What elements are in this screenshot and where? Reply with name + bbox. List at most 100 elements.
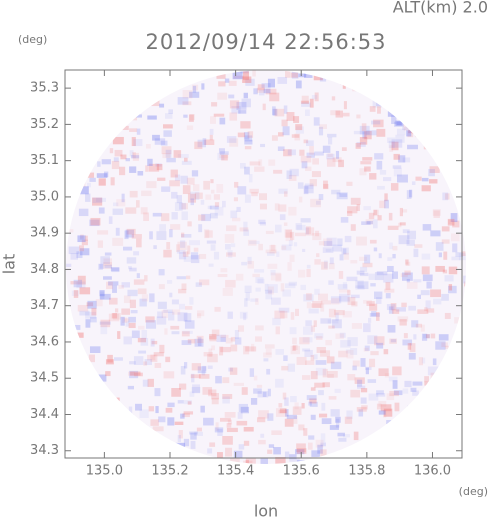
echo-cell [228,94,235,99]
echo-cell [318,126,324,136]
echo-cell [259,203,267,210]
echo-cell [378,368,389,377]
echo-cell [148,406,155,412]
echo-cell [320,433,326,443]
echo-cell [128,266,132,270]
echo-cell [305,109,310,116]
echo-cell [339,254,344,261]
echo-cell [105,359,114,365]
echo-cell [89,106,98,112]
echo-cell [430,289,442,298]
echo-cell [229,100,240,109]
echo-cell [293,116,300,123]
echo-cell [245,78,255,86]
echo-cell [367,335,378,345]
echo-cell [131,330,140,339]
echo-cell [110,267,120,272]
echo-cell [285,232,293,242]
echo-cell [150,354,158,363]
echo-cell [314,92,319,102]
echo-cell [156,164,163,171]
echo-cell [107,354,113,363]
echo-cell [384,193,388,202]
echo-cell [256,417,266,423]
echo-cell [99,291,105,300]
echo-cell [104,264,112,269]
echo-cell [238,325,245,332]
echo-cell [83,71,90,75]
echo-cell [441,447,446,451]
echo-cell [181,211,188,221]
echo-cell [207,205,212,210]
echo-cell [414,71,424,79]
y-tick-label: 34.6 [30,334,59,349]
echo-cell [79,287,91,295]
echo-cell [338,295,350,303]
echo-cell [413,90,424,95]
echo-cell [210,116,216,124]
echo-cell [77,120,83,125]
echo-cell [245,457,256,464]
echo-cell [79,245,84,252]
echo-cell [238,403,249,413]
echo-cell [399,207,403,217]
echo-cell [278,132,284,137]
echo-cell [413,434,422,443]
echo-cell [149,231,153,240]
echo-cell [239,311,248,319]
echo-cell [156,81,166,85]
echo-cell [388,306,394,314]
echo-cell [184,306,193,310]
echo-cell [120,116,126,124]
x-unit: (deg) [459,485,488,498]
echo-cell [90,217,101,226]
echo-cell [112,136,124,145]
y-tick-label: 34.5 [30,371,59,386]
echo-cell [337,432,345,437]
echo-cell [172,309,181,315]
echo-cell [232,70,243,80]
echo-cell [66,263,72,267]
echo-cell [393,153,400,160]
echo-cell [112,285,117,293]
echo-cell [366,220,373,225]
y-axis-label: lat [0,254,19,275]
echo-cell [139,409,149,419]
echo-cell [464,283,466,287]
echo-cell [279,214,286,221]
echo-cell [329,425,339,430]
echo-cell [186,125,194,130]
echo-cell [284,229,293,238]
echo-cell [363,206,371,211]
echo-cell [143,212,149,222]
echo-cell [340,340,351,348]
echo-cell [170,325,180,330]
echo-cell [127,385,135,390]
echo-cell [309,398,317,404]
echo-cell [318,390,324,396]
echo-cell [454,369,459,377]
echo-cell [76,71,80,76]
echo-cell [206,240,217,244]
echo-cell [423,431,429,440]
echo-cell [283,355,288,361]
echo-cell [393,390,403,396]
echo-cell [322,368,328,378]
echo-cell [211,329,220,337]
echo-cell [261,83,271,88]
echo-cell [183,157,188,162]
echo-cell [259,193,267,201]
echo-cell [112,109,122,117]
echo-cell [273,447,281,455]
echo-cell [80,234,84,239]
echo-cell [113,103,125,108]
echo-cell [97,240,104,248]
echo-cell [316,336,323,340]
echo-cell [394,121,404,127]
echo-cell [177,241,187,251]
echo-cell [327,374,334,378]
echo-cell [303,428,308,436]
echo-cell [286,170,292,179]
echo-cell [177,97,189,105]
echo-cell [268,286,274,295]
